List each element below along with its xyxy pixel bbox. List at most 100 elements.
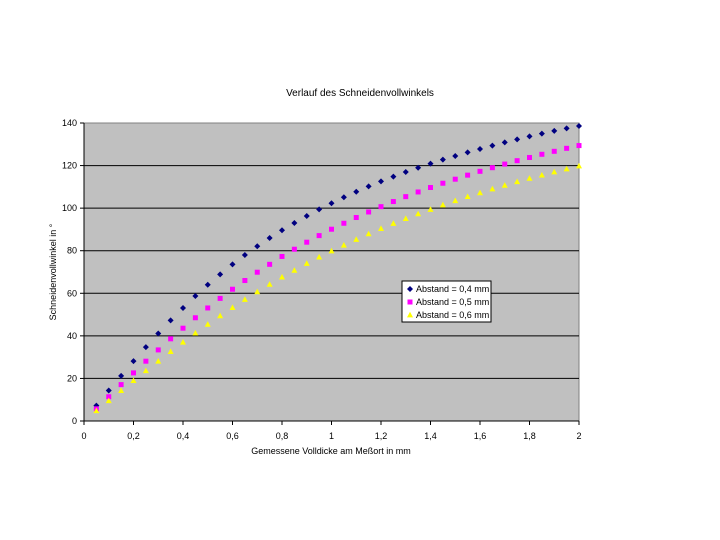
data-point-series-2	[378, 204, 384, 210]
data-point-series-2	[155, 347, 161, 353]
x-tick-label: 2	[576, 431, 581, 441]
x-tick-label: 1	[329, 431, 334, 441]
data-point-series-2	[118, 382, 124, 388]
data-point-series-3	[439, 201, 446, 208]
data-point-series-3	[279, 273, 285, 280]
data-point-series-3	[130, 377, 137, 383]
data-point-series-3	[526, 175, 533, 181]
data-point-series-2	[341, 220, 347, 226]
data-point-series-2	[465, 172, 471, 178]
data-point-series-1	[464, 149, 471, 156]
data-point-series-2	[527, 154, 532, 160]
data-point-series-1	[340, 194, 347, 201]
data-point-series-1	[291, 220, 298, 227]
data-point-series-3	[464, 193, 471, 200]
data-point-series-2	[230, 286, 235, 292]
data-point-series-3	[365, 230, 372, 237]
data-point-series-3	[316, 253, 323, 260]
data-point-series-3	[118, 387, 125, 393]
data-point-series-3	[241, 296, 248, 302]
data-point-series-1	[217, 271, 224, 278]
data-point-series-1	[415, 164, 422, 171]
y-tick-labels: 0 20 40 60 80 100 120 140	[62, 118, 77, 426]
chart-title: Verlauf des Schneidenvollwinkels	[286, 88, 434, 99]
data-point-series-2	[564, 145, 570, 151]
y-tick-label: 80	[67, 246, 77, 256]
data-point-series-3	[402, 215, 409, 221]
y-tick-label: 100	[62, 203, 77, 213]
data-point-series-2	[403, 194, 409, 200]
data-point-series-2	[192, 315, 198, 321]
data-point-series-2	[205, 305, 211, 311]
data-point-series-2	[304, 239, 310, 245]
data-point-series-1	[477, 145, 483, 152]
legend-marker-1	[407, 286, 413, 292]
data-point-series-3	[155, 357, 162, 364]
data-point-series-1	[439, 156, 446, 163]
data-point-series-2	[279, 253, 285, 259]
data-point-series-1	[353, 188, 360, 195]
data-point-series-1	[192, 293, 199, 300]
data-point-series-3	[576, 162, 582, 169]
x-tick-label: 1,2	[375, 431, 388, 441]
data-point-series-2	[428, 184, 433, 190]
data-point-series-3	[291, 267, 298, 273]
data-point-series-1	[390, 173, 397, 180]
data-point-series-2	[551, 148, 557, 154]
data-point-series-1	[526, 133, 533, 140]
data-point-series-3	[563, 165, 570, 172]
data-point-series-3	[142, 367, 149, 374]
data-point-series-2	[180, 325, 186, 331]
y-tick-label: 0	[72, 416, 77, 426]
x-axis-label: Gemessene Volldicke am Meßort in mm	[251, 446, 411, 456]
data-point-series-2	[514, 158, 520, 164]
data-point-series-1	[118, 372, 125, 379]
data-point-series-2	[353, 215, 359, 221]
data-point-series-2	[254, 269, 260, 275]
data-point-series-2	[131, 370, 136, 376]
data-points	[93, 122, 582, 414]
x-tick-label: 1,6	[474, 431, 487, 441]
data-point-series-3	[538, 171, 545, 178]
data-point-series-2	[106, 394, 112, 400]
data-point-series-3	[266, 281, 273, 287]
data-point-series-2	[242, 278, 248, 284]
data-point-series-3	[217, 312, 224, 319]
data-point-series-3	[452, 197, 459, 204]
legend-marker-2	[407, 299, 413, 305]
data-point-series-1	[130, 358, 137, 365]
data-point-series-1	[489, 142, 496, 149]
data-point-series-2	[440, 180, 446, 186]
x-tick-label: 0,6	[226, 431, 239, 441]
data-point-series-1	[279, 227, 285, 234]
data-point-series-3	[167, 348, 174, 355]
x-tick-label: 0,2	[127, 431, 140, 441]
data-point-series-2	[390, 199, 396, 205]
data-point-series-1	[254, 243, 261, 250]
data-point-series-1	[229, 261, 236, 268]
data-point-series-2	[329, 226, 334, 232]
y-tick-label: 140	[62, 118, 77, 128]
data-point-series-3	[328, 247, 335, 254]
data-point-series-1	[142, 344, 149, 351]
data-point-series-2	[576, 143, 582, 149]
data-point-series-1	[365, 183, 372, 190]
data-point-series-1	[204, 281, 211, 288]
data-point-series-2	[217, 295, 223, 301]
data-point-series-1	[452, 152, 459, 159]
data-point-series-3	[390, 220, 397, 226]
x-tick-label: 0,8	[276, 431, 289, 441]
data-point-series-2	[143, 358, 149, 364]
x-tick-label: 0,4	[177, 431, 190, 441]
axes	[83, 123, 579, 422]
y-tick-label: 40	[67, 331, 77, 341]
data-point-series-1	[514, 136, 521, 143]
data-point-series-1	[576, 122, 582, 129]
data-point-series-2	[366, 209, 372, 215]
data-point-series-2	[477, 168, 483, 174]
gridlines	[80, 122, 580, 425]
data-point-series-3	[514, 178, 521, 185]
data-point-series-3	[489, 185, 496, 192]
data-point-series-2	[489, 165, 495, 171]
